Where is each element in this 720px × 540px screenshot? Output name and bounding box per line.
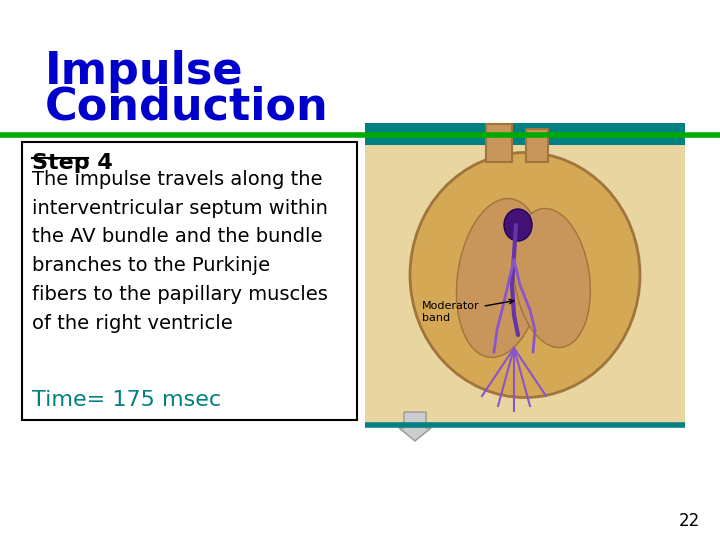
Ellipse shape [513, 208, 590, 348]
Bar [22, 142, 357, 420]
Text: Moderator
band: Moderator band [422, 299, 514, 323]
Bar [486, 124, 512, 162]
Text: Step 4: Step 4 [32, 153, 113, 173]
Text: Time= 175 msec: Time= 175 msec [32, 390, 221, 410]
FancyArrow shape [399, 412, 431, 441]
Bar [365, 145, 685, 425]
Text: Impulse: Impulse [45, 50, 243, 93]
Ellipse shape [504, 209, 532, 241]
Text: 22: 22 [679, 512, 700, 530]
Text: The impulse travels along the
interventricular septum within
the AV bundle and t: The impulse travels along the interventr… [32, 170, 328, 333]
Ellipse shape [410, 152, 640, 397]
Text: Conduction: Conduction [45, 85, 329, 128]
Bar [526, 129, 548, 162]
Ellipse shape [456, 199, 544, 357]
Bar [365, 123, 685, 145]
